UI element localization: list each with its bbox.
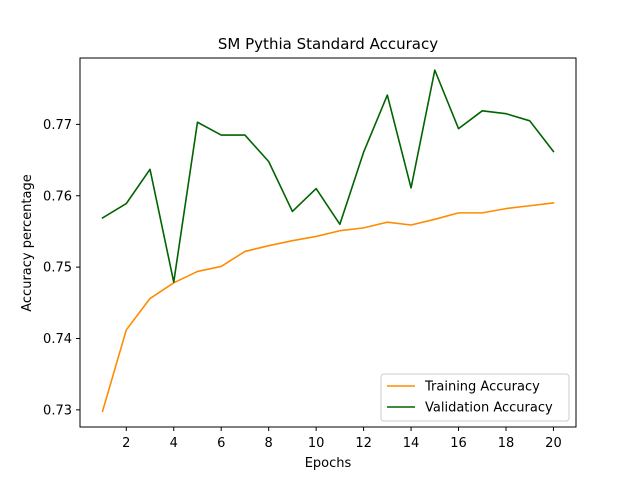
series-line-1 (101, 69, 555, 283)
x-tick-label: 4 (170, 436, 178, 451)
x-axis-label: Epochs (305, 456, 352, 471)
chart-title: SM Pythia Standard Accuracy (218, 35, 438, 53)
y-tick-label: 0.75 (43, 261, 72, 276)
plot-area: 2 4 6 8 10 12 14 16 18 20 0.73 0.74 0.75 0.76 0.77 (43, 57, 577, 451)
y-tick-label: 0.73 (43, 403, 72, 418)
x-tick-label: 18 (498, 436, 515, 451)
y-tick-label: 0.76 (43, 189, 72, 204)
y-tick-label: 0.74 (43, 332, 72, 347)
series-line-0 (101, 202, 555, 413)
x-tick-label: 16 (450, 436, 467, 451)
x-tick-label: 12 (355, 436, 372, 451)
axes-frame (79, 57, 577, 428)
x-tick-label: 2 (122, 436, 130, 451)
x-tick-label: 8 (265, 436, 273, 451)
x-tick-label: 10 (308, 436, 325, 451)
legend: Training Accuracy Validation Accuracy (380, 373, 570, 422)
legend-label-0: Training Accuracy (424, 380, 540, 395)
y-axis-label: Accuracy percentage (20, 174, 35, 312)
legend-label-1: Validation Accuracy (425, 401, 553, 416)
y-tick-label: 0.77 (43, 118, 72, 133)
x-tick-label: 14 (403, 436, 420, 451)
x-tick-label: 6 (217, 436, 225, 451)
legend-box (380, 373, 570, 422)
x-tick-label: 20 (545, 436, 562, 451)
